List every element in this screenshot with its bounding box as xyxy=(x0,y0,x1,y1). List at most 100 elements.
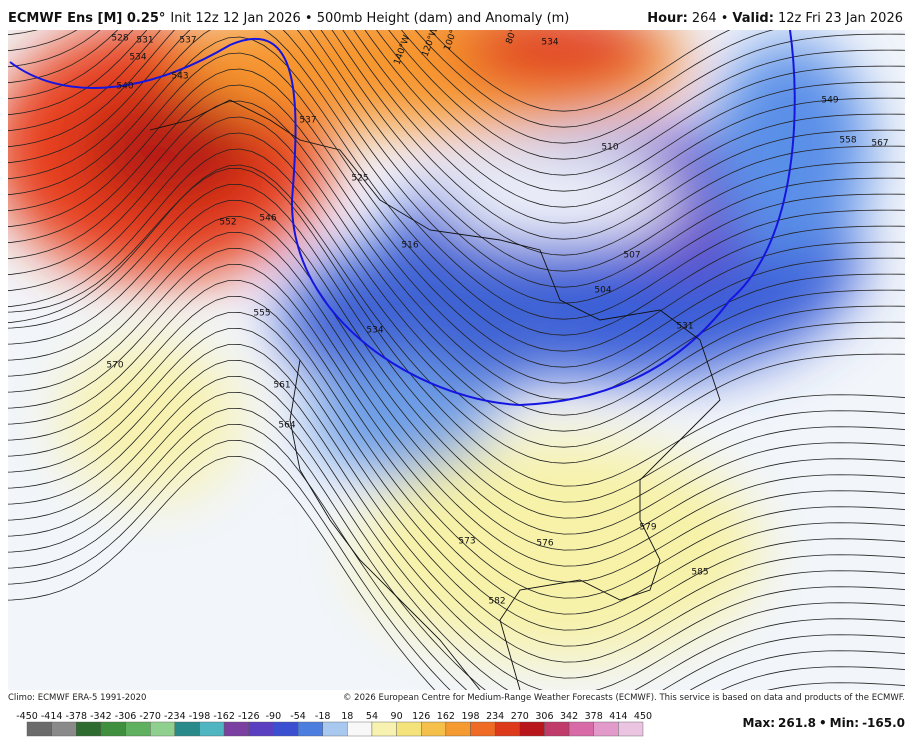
contour-line xyxy=(8,199,905,519)
colorbar-tick-label: -90 xyxy=(266,711,282,722)
contour-line xyxy=(8,359,905,679)
colorbar-swatch xyxy=(593,721,619,737)
min: -165.0 xyxy=(862,716,905,730)
contour-line xyxy=(8,30,905,208)
contour-line xyxy=(8,30,905,176)
contour-line xyxy=(8,327,905,647)
colorbar-swatch xyxy=(618,721,644,737)
colorbar-swatch xyxy=(223,721,249,737)
contour-label: 531 xyxy=(676,322,693,332)
contour-line xyxy=(8,164,905,464)
colorbar-swatch xyxy=(76,721,102,737)
contour-line xyxy=(8,30,905,304)
contour-label: 504 xyxy=(594,286,611,296)
colorbar-swatch xyxy=(125,721,151,737)
contour-line xyxy=(8,423,905,690)
contour-label: 516 xyxy=(401,241,418,251)
contour-label: 525 xyxy=(351,174,368,184)
contour-line xyxy=(8,279,905,599)
max: 261.8 xyxy=(778,716,816,730)
header-left: ECMWF Ens [M] 0.25° Init 12z 12 Jan 2026 … xyxy=(8,11,569,26)
contour-label: 540 xyxy=(116,82,133,92)
contour-line xyxy=(8,132,905,432)
colorbar-tick-label: -414 xyxy=(41,711,63,722)
colorbar-swatch xyxy=(297,721,323,737)
540-contour xyxy=(9,30,796,407)
contour-label: 507 xyxy=(623,251,640,261)
contour-line xyxy=(8,30,905,240)
contour-label: 570 xyxy=(106,361,123,371)
contour-line xyxy=(8,100,905,400)
contour-line xyxy=(8,215,905,535)
contour-line xyxy=(8,30,905,320)
colorbar-tick-label: -234 xyxy=(164,711,186,722)
contour-line xyxy=(414,30,774,128)
colorbar-swatch xyxy=(445,721,471,737)
contour-label: 564 xyxy=(278,421,295,431)
contour-label: 585 xyxy=(691,568,708,578)
contour-label: 549 xyxy=(821,96,838,106)
colorbar-tick-label: 450 xyxy=(634,711,652,722)
contour-label: 555 xyxy=(253,309,270,319)
colorbar-tick-label: -342 xyxy=(90,711,112,722)
contour-line xyxy=(8,36,905,336)
colorbar-tick-label: -378 xyxy=(65,711,87,722)
copyright: © 2026 European Centre for Medium-Range … xyxy=(343,693,905,703)
colorbar-tick-label: 126 xyxy=(412,711,430,722)
contour-label: 582 xyxy=(488,597,505,607)
colorbar-tick-label: 270 xyxy=(511,711,529,722)
hour-label: Hour: xyxy=(647,11,688,26)
colorbar-swatch xyxy=(421,721,447,737)
contour-line xyxy=(429,30,731,112)
contour-line xyxy=(8,68,905,368)
contour-line xyxy=(8,116,905,416)
contour-line xyxy=(8,84,905,384)
contour-label: 573 xyxy=(458,537,475,547)
colorbar-tick-label: -306 xyxy=(115,711,137,722)
separator: • xyxy=(721,11,729,26)
colorbar-tick-label: 306 xyxy=(535,711,553,722)
contour-label: 543 xyxy=(171,72,188,82)
max-label: Max: xyxy=(742,716,775,730)
climo-note: Climo: ECMWF ERA-5 1991-2020 xyxy=(8,693,146,703)
colorbar-swatch xyxy=(51,721,77,737)
max-min: Max: 261.8 • Min: -165.0 xyxy=(742,716,905,730)
contour-line xyxy=(8,343,905,663)
colorbar-tick-label: -126 xyxy=(238,711,260,722)
description: Init 12z 12 Jan 2026 • 500mb Height (dam… xyxy=(170,11,569,26)
coastline xyxy=(149,99,721,690)
model: ECMWF Ens [M] 0.25° xyxy=(8,11,165,26)
contour-line xyxy=(8,247,905,567)
contour-label: 531 xyxy=(136,36,153,46)
contour-line xyxy=(8,183,905,503)
contour-line xyxy=(8,407,905,690)
colorbar-tick-label: -198 xyxy=(189,711,211,722)
colorbar-swatch xyxy=(26,721,52,737)
colorbar-tick-label: 90 xyxy=(391,711,403,722)
colorbar-swatch xyxy=(347,721,373,737)
anomaly-fill xyxy=(8,30,870,660)
contour-line xyxy=(8,30,905,272)
contour-line xyxy=(8,30,905,224)
header-right: Hour: 264 • Valid: 12z Fri 23 Jan 2026 xyxy=(647,11,903,26)
colorbar-tick-label: -18 xyxy=(315,711,331,722)
colorbar-swatch xyxy=(396,721,422,737)
contour-line xyxy=(8,30,905,288)
contour-label: 567 xyxy=(871,139,888,149)
min-label: Min: xyxy=(830,716,859,730)
contour-line xyxy=(8,295,905,615)
contour-line xyxy=(401,30,905,144)
contour-line xyxy=(388,30,905,160)
contour-line xyxy=(8,30,905,256)
valid: 12z Fri 23 Jan 2026 xyxy=(778,11,903,26)
valid-label: Valid: xyxy=(732,11,774,26)
colorbar-swatch xyxy=(149,721,176,737)
contour-line xyxy=(8,439,905,690)
contour-line xyxy=(8,231,905,551)
colorbar-tick-label: -270 xyxy=(139,711,161,722)
colorbar-swatch xyxy=(544,721,570,737)
